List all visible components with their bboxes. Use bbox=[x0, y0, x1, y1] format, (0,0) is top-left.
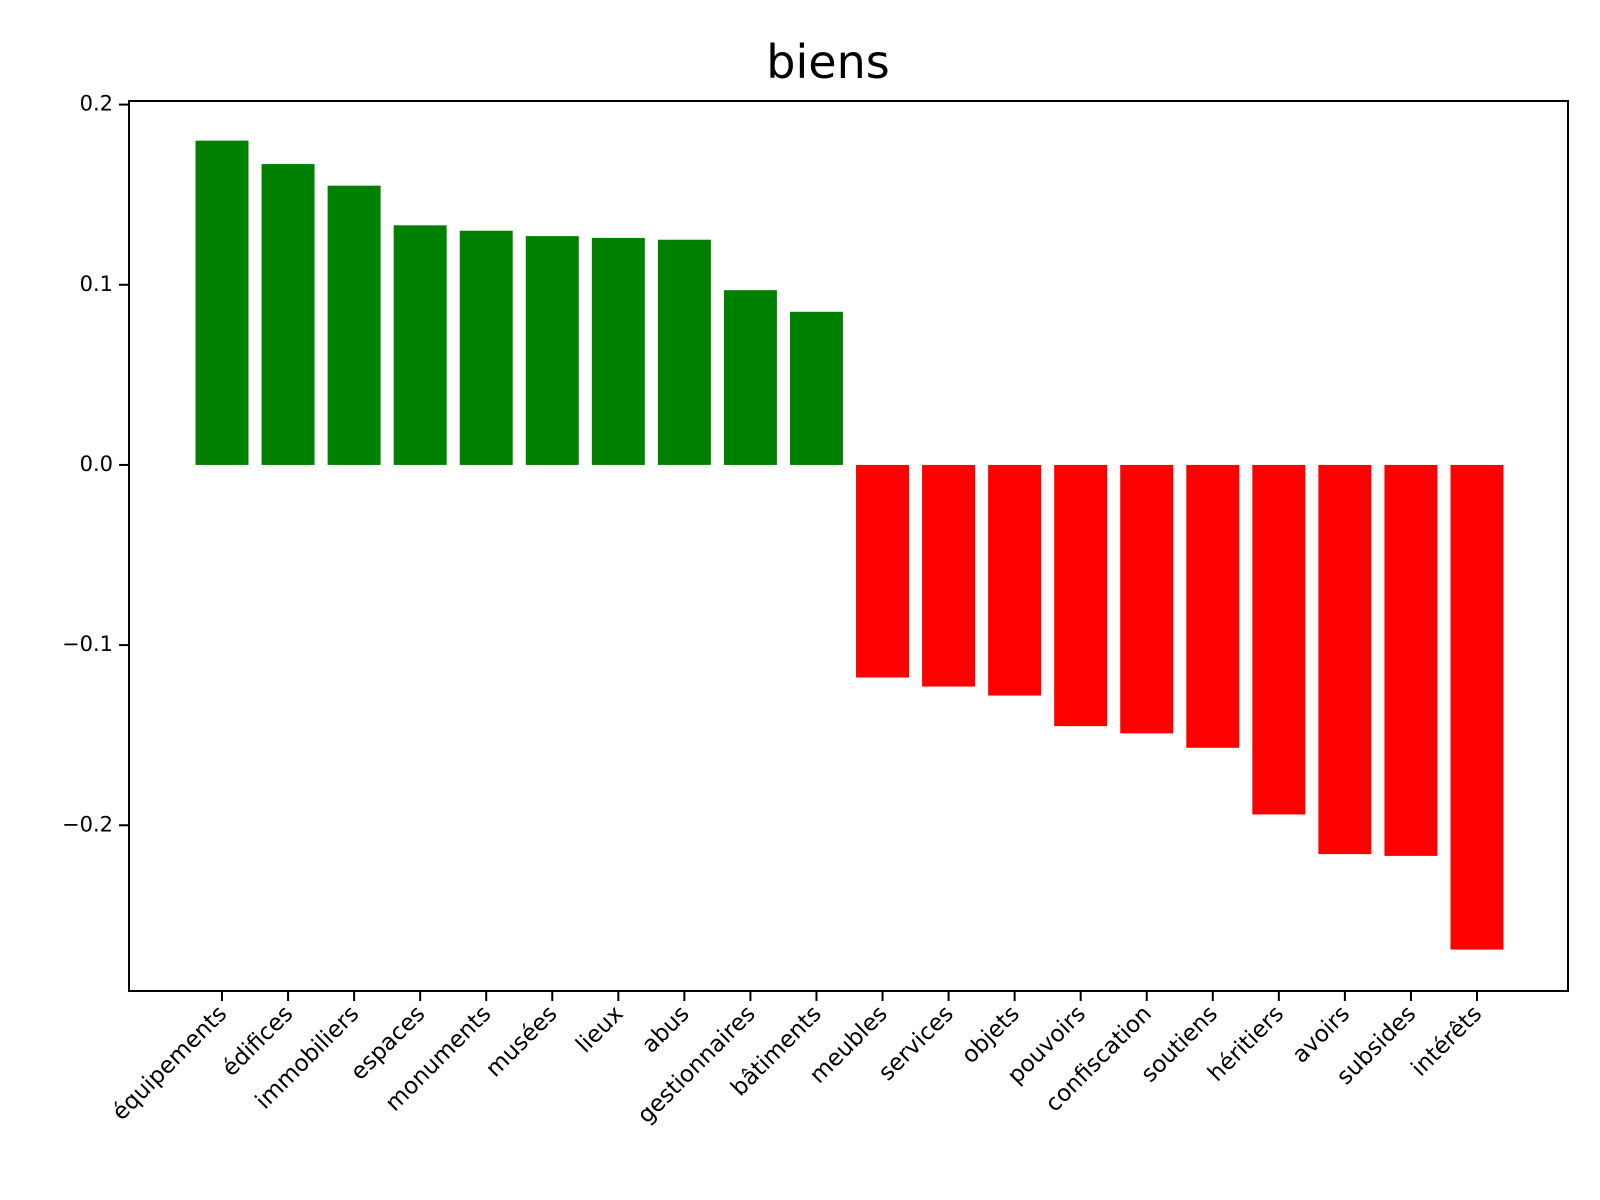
bar-3 bbox=[393, 225, 447, 465]
bars-group bbox=[195, 140, 1504, 950]
x-axis: équipementsédificesimmobiliersespacesmon… bbox=[107, 991, 1487, 1129]
bar-14 bbox=[1120, 464, 1174, 734]
bar-16 bbox=[1252, 464, 1306, 815]
bar-7 bbox=[657, 239, 711, 465]
bar-12 bbox=[988, 464, 1042, 696]
x-tick-label-0: équipements bbox=[107, 1001, 232, 1126]
x-tick-label-19: intérêts bbox=[1406, 1001, 1487, 1082]
bar-6 bbox=[591, 237, 645, 465]
y-tick-label-2: 0.0 bbox=[80, 452, 113, 476]
y-tick-label-3: 0.1 bbox=[80, 272, 113, 296]
bar-15 bbox=[1186, 464, 1240, 748]
y-axis: −0.2 −0.1 0.0 0.1 0.2 bbox=[62, 92, 129, 836]
x-tick-label-5: musées bbox=[481, 1001, 562, 1082]
x-tick-label-6: lieux bbox=[571, 1001, 628, 1058]
bar-11 bbox=[922, 464, 976, 687]
bar-8 bbox=[723, 290, 777, 465]
bar-19 bbox=[1450, 464, 1504, 950]
bar-4 bbox=[459, 230, 513, 465]
bar-2 bbox=[327, 185, 381, 465]
y-tick-label-4: 0.2 bbox=[80, 92, 113, 116]
bar-17 bbox=[1318, 464, 1372, 855]
bar-5 bbox=[525, 236, 579, 465]
x-tick-label-7: abus bbox=[637, 1001, 694, 1058]
bar-1 bbox=[261, 164, 315, 465]
y-tick-label-0: −0.2 bbox=[62, 812, 113, 836]
bar-0 bbox=[195, 140, 249, 465]
bar-13 bbox=[1054, 464, 1108, 727]
y-tick-label-1: −0.1 bbox=[62, 632, 113, 656]
bar-9 bbox=[789, 311, 843, 465]
x-tick-label-8: gestionnaires bbox=[633, 1001, 761, 1129]
chart-title: biens bbox=[766, 35, 889, 89]
bar-18 bbox=[1384, 464, 1438, 856]
plot-area-frame bbox=[128, 100, 1569, 992]
bar-10 bbox=[856, 464, 910, 678]
